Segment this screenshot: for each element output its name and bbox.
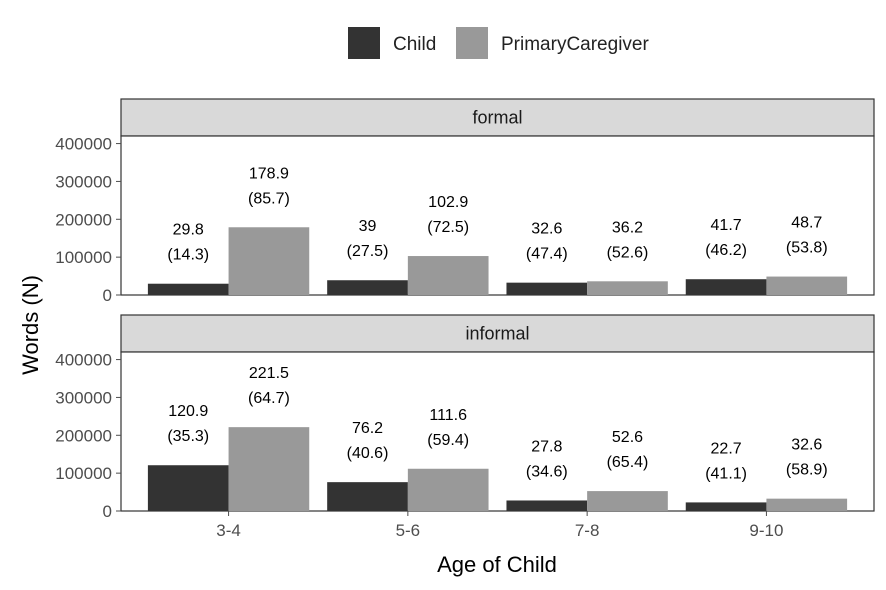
- data-label-value: 48.7: [791, 215, 822, 232]
- data-label-percent: (47.4): [526, 246, 568, 263]
- data-label-percent: (72.5): [427, 219, 469, 236]
- data-label-value: 102.9: [428, 194, 468, 211]
- bar-child-5-6: [327, 280, 408, 295]
- bar-child-7-8: [506, 282, 588, 295]
- y-tick-label: 300000: [55, 388, 112, 407]
- y-tick-label: 200000: [55, 426, 112, 445]
- data-label-value: 32.6: [791, 437, 822, 454]
- data-label-value: 41.7: [711, 217, 742, 234]
- bar-primarycaregiver-5-6: [407, 468, 489, 511]
- x-axis-title: Age of Child: [437, 552, 557, 577]
- x-tick-label-5-6: 5-6: [396, 521, 421, 540]
- data-label-percent: (35.3): [167, 428, 209, 445]
- data-label-percent: (65.4): [607, 454, 649, 471]
- bar-primarycaregiver-9-10: [766, 498, 848, 511]
- facet-strip-label: formal: [472, 108, 522, 128]
- legend-swatch-child: [348, 27, 380, 59]
- bar-child-3-4: [147, 283, 229, 295]
- bar-primarycaregiver-3-4: [228, 427, 310, 511]
- data-label-percent: (27.5): [347, 243, 389, 260]
- x-tick-label-9-10: 9-10: [749, 521, 783, 540]
- data-label-percent: (58.9): [786, 462, 828, 479]
- facet-strip: [120, 98, 875, 137]
- data-label-value: 221.5: [249, 365, 289, 382]
- data-label-percent: (40.6): [347, 445, 389, 462]
- panel-informal: informal 0 100000 200000 300000 400000 120.9 (3…: [55, 314, 875, 521]
- bar-primarycaregiver-7-8: [587, 281, 668, 295]
- data-label-value: 120.9: [168, 403, 208, 420]
- data-label-value: 36.2: [612, 219, 643, 236]
- legend-swatch-primary-caregiver: [456, 27, 488, 59]
- y-tick-label: 0: [103, 502, 112, 521]
- data-label-value: 178.9: [249, 165, 289, 182]
- data-label-value: 39: [359, 218, 377, 235]
- facet-strip-label: informal: [465, 324, 529, 344]
- y-tick-label: 0: [103, 286, 112, 305]
- data-label-value: 52.6: [612, 429, 643, 446]
- y-tick-label: 400000: [55, 351, 112, 370]
- panels: formal 0 100000 200000 300000 400000 29.8 (14.3…: [55, 98, 875, 521]
- data-label-percent: (64.7): [248, 390, 290, 407]
- data-label-percent: (14.3): [167, 247, 209, 264]
- panel-formal: formal 0 100000 200000 300000 400000 29.8 (14.3…: [55, 98, 875, 305]
- bar-primarycaregiver-9-10: [766, 276, 848, 295]
- data-label-value: 32.6: [531, 221, 562, 238]
- bar-primarycaregiver-7-8: [587, 491, 668, 511]
- data-label-percent: (46.2): [705, 242, 747, 259]
- data-label-value: 22.7: [711, 440, 742, 457]
- legend: Child PrimaryCaregiver: [348, 27, 649, 59]
- bar-child-7-8: [506, 500, 588, 511]
- x-tick-label-7-8: 7-8: [575, 521, 600, 540]
- data-label-value: 111.6: [429, 407, 467, 424]
- y-tick-label: 400000: [55, 135, 112, 154]
- bar-child-3-4: [147, 465, 229, 511]
- data-label-percent: (52.6): [607, 244, 649, 261]
- y-tick-label: 100000: [55, 248, 112, 267]
- y-tick-label: 100000: [55, 464, 112, 483]
- x-tick-label-3-4: 3-4: [216, 521, 241, 540]
- legend-label-primary-caregiver: PrimaryCaregiver: [501, 34, 649, 55]
- bar-child-9-10: [685, 502, 767, 511]
- bar-child-5-6: [327, 482, 408, 511]
- data-label-percent: (53.8): [786, 240, 828, 257]
- y-tick-label: 300000: [55, 172, 112, 191]
- data-label-value: 27.8: [531, 438, 562, 455]
- bar-child-9-10: [685, 279, 767, 295]
- x-axis: 3-4 5-6 7-8 9-10: [216, 511, 783, 540]
- legend-label-child: Child: [393, 34, 436, 55]
- bar-primarycaregiver-3-4: [228, 227, 310, 295]
- y-tick-label: 200000: [55, 210, 112, 229]
- data-label-value: 76.2: [352, 420, 383, 437]
- data-label-percent: (41.1): [705, 465, 747, 482]
- data-label-percent: (34.6): [526, 463, 568, 480]
- data-label-value: 29.8: [173, 222, 204, 239]
- data-label-percent: (59.4): [427, 432, 469, 449]
- bar-primarycaregiver-5-6: [407, 256, 489, 295]
- y-axis-title: Words (N): [18, 275, 43, 375]
- facet-strip: [120, 314, 875, 353]
- data-label-percent: (85.7): [248, 190, 290, 207]
